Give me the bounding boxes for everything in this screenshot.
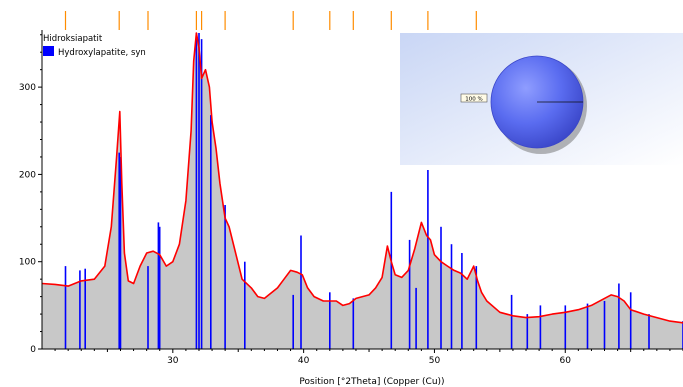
x-axis-label: Position [°2Theta] (Copper (Cu)) bbox=[299, 377, 444, 387]
legend-entry-label: Hydroxylapatite, syn bbox=[58, 48, 146, 58]
legend-swatch bbox=[43, 46, 54, 56]
axes-layer: 0 100 200 300 30 40 50 60 bbox=[19, 11, 683, 366]
y-tick-label: 100 bbox=[19, 258, 36, 268]
y-tick-label: 300 bbox=[19, 83, 36, 93]
y-tick-label: 0 bbox=[30, 345, 36, 355]
inset-panel: 100 % bbox=[400, 33, 683, 165]
pie-label-box bbox=[460, 93, 488, 103]
x-tick-label: 30 bbox=[167, 356, 179, 366]
legend-title: Hidroksiapatit bbox=[43, 34, 103, 44]
x-tick-label: 50 bbox=[429, 356, 441, 366]
x-tick-label: 60 bbox=[560, 356, 572, 366]
y-tick-label: 200 bbox=[19, 170, 36, 180]
pie-label: 100 % bbox=[465, 96, 482, 102]
plot-layer bbox=[41, 32, 683, 349]
pattern-line bbox=[41, 32, 683, 324]
x-tick-label: 40 bbox=[298, 356, 310, 366]
legend: Hidroksiapatit Hydroxylapatite, syn bbox=[43, 34, 146, 58]
